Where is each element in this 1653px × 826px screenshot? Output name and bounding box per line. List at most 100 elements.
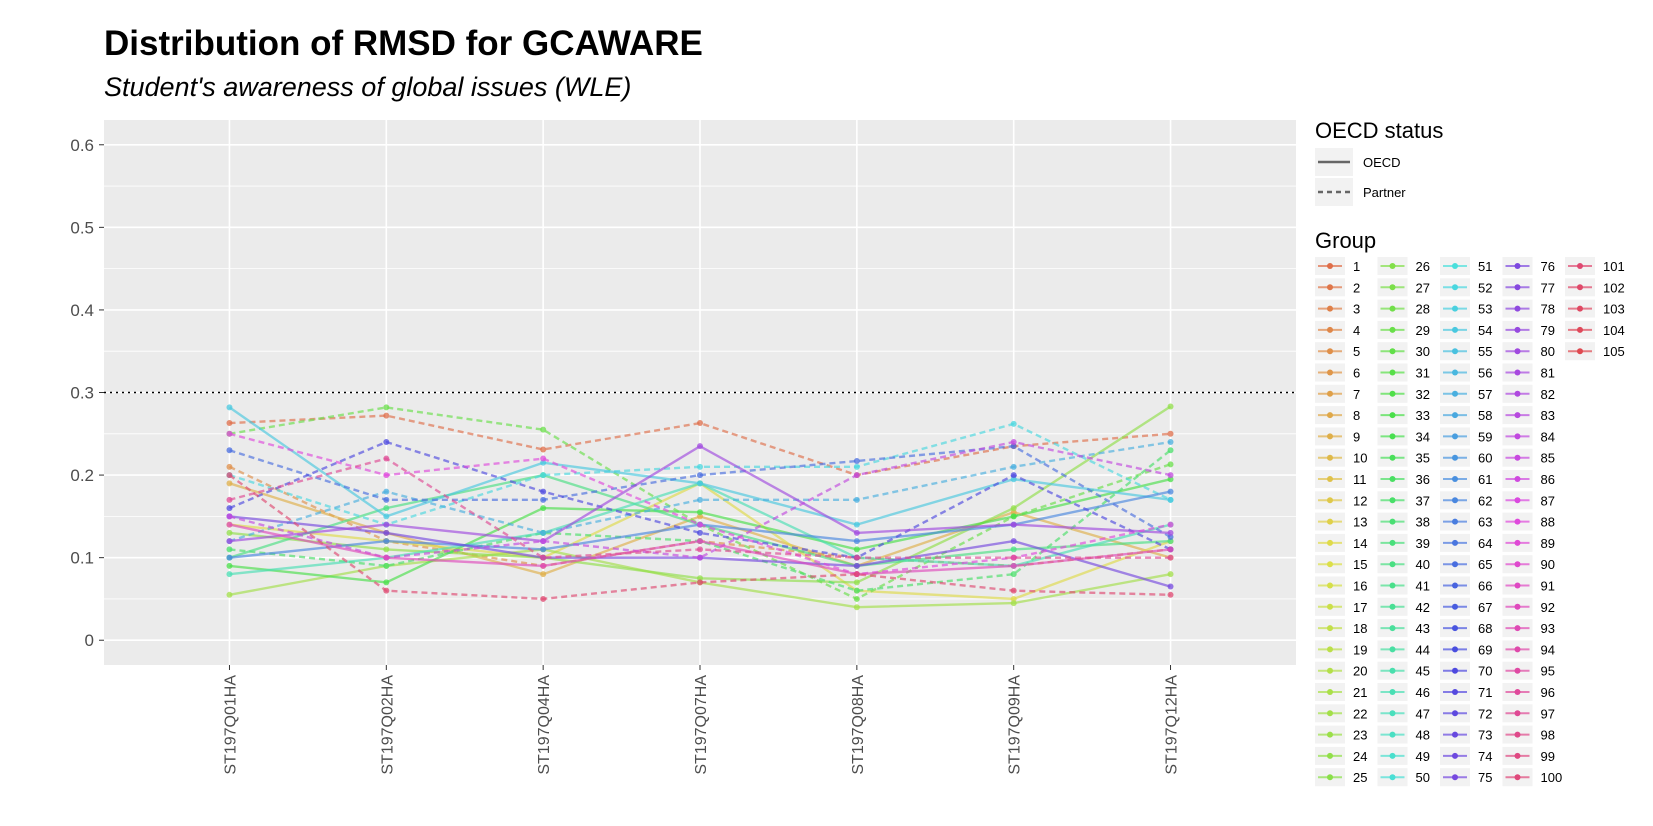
legend-point	[1389, 561, 1396, 568]
data-point	[383, 554, 390, 561]
data-point	[1167, 529, 1174, 536]
data-point	[383, 513, 390, 520]
legend-point	[1452, 539, 1458, 546]
data-point	[540, 488, 547, 495]
legend-point	[1514, 667, 1521, 674]
data-point	[697, 529, 703, 536]
legend-item: 10	[1315, 448, 1367, 467]
legend-item: 47	[1377, 704, 1430, 723]
legend-point	[1389, 667, 1396, 674]
data-point	[540, 455, 547, 462]
legend-point	[1452, 497, 1458, 504]
legend-point	[1452, 518, 1458, 525]
data-point	[1010, 509, 1017, 516]
legend-item: 27	[1377, 278, 1430, 297]
legend-item: 54	[1440, 320, 1492, 339]
legend-item: 16	[1315, 576, 1367, 595]
legend-item: 50	[1377, 768, 1430, 787]
data-point	[540, 529, 547, 536]
data-point	[1167, 439, 1174, 446]
legend-point	[1327, 774, 1333, 781]
legend-item: 14	[1315, 533, 1367, 552]
legend-label: 76	[1541, 259, 1555, 274]
legend-point	[1327, 582, 1333, 589]
legend-item: 22	[1315, 704, 1367, 723]
legend-point	[1389, 369, 1396, 376]
data-point	[1010, 476, 1017, 483]
legend-point	[1577, 284, 1583, 291]
legend-label: 85	[1541, 451, 1555, 466]
legend-label: 83	[1541, 408, 1555, 423]
legend-item: 74	[1440, 746, 1492, 765]
legend-label: 77	[1541, 280, 1555, 295]
data-point	[226, 420, 233, 427]
data-point	[226, 496, 233, 503]
legend-label: 70	[1478, 664, 1492, 679]
legend-label: 21	[1353, 685, 1367, 700]
data-point	[226, 591, 233, 598]
data-point	[697, 538, 703, 545]
data-point	[697, 496, 703, 503]
data-point	[1167, 546, 1174, 553]
series-65	[226, 443, 1174, 541]
legend-item: 13	[1315, 512, 1367, 531]
data-point	[853, 587, 860, 594]
data-point	[226, 529, 233, 536]
legend-point	[1452, 369, 1458, 376]
legend-point	[1389, 646, 1396, 653]
legend-item: 94	[1502, 640, 1555, 659]
data-point	[540, 562, 547, 569]
data-point	[697, 513, 703, 520]
legend-label: 100	[1541, 770, 1563, 785]
legend-oecd-status: OECD status OECD Partner	[1315, 118, 1443, 206]
legend-point	[1327, 667, 1333, 674]
data-point	[1010, 439, 1017, 446]
legend-label: 96	[1541, 685, 1555, 700]
legend-label: 95	[1541, 664, 1555, 679]
legend-item: 28	[1377, 299, 1430, 318]
data-point	[1167, 534, 1174, 541]
data-point	[1167, 430, 1174, 437]
legend-item: 17	[1315, 597, 1367, 616]
legend-item: 31	[1377, 363, 1430, 382]
legend-item: 66	[1440, 576, 1492, 595]
data-point	[540, 496, 547, 503]
data-point	[540, 426, 547, 433]
legend-point	[1389, 476, 1396, 482]
legend-label: 63	[1478, 515, 1492, 530]
data-point	[383, 439, 390, 446]
legend-point	[1452, 625, 1458, 632]
data-point	[383, 546, 390, 553]
legend-label: 40	[1416, 557, 1430, 572]
legend-label: Partner	[1363, 185, 1406, 200]
legend-point	[1389, 454, 1396, 461]
legend-item: 65	[1440, 555, 1492, 574]
legend-label: 27	[1416, 280, 1430, 295]
legend-point	[1577, 263, 1583, 269]
legend-item: 49	[1377, 746, 1430, 765]
legend-point	[1452, 412, 1458, 419]
x-tick-label: ST197Q01HA	[222, 675, 239, 775]
legend-item: 43	[1377, 619, 1430, 638]
legend-point	[1514, 689, 1521, 695]
legend-label: 104	[1603, 323, 1625, 338]
data-point	[383, 587, 390, 594]
legend-item: 25	[1315, 768, 1367, 787]
data-point	[226, 538, 233, 545]
data-point	[697, 575, 703, 582]
legend-label: 67	[1478, 600, 1492, 615]
data-point	[1167, 521, 1174, 528]
data-point	[226, 513, 233, 520]
legend-point	[1327, 646, 1333, 653]
legend-label: 98	[1541, 728, 1555, 743]
legend-label: 44	[1416, 642, 1430, 657]
legend-point	[1577, 326, 1583, 333]
legend-label: 15	[1353, 557, 1367, 572]
legend-label: 105	[1603, 344, 1625, 359]
legend-item: 15	[1315, 555, 1367, 574]
legend-label: 11	[1353, 472, 1367, 487]
data-point	[226, 463, 233, 470]
data-point	[697, 554, 703, 561]
legend-item: 77	[1502, 278, 1555, 297]
legend-label: 19	[1353, 642, 1367, 657]
